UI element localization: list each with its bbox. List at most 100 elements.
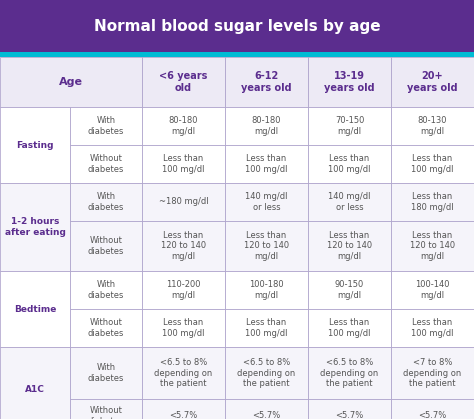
Bar xyxy=(308,271,391,309)
Bar xyxy=(225,183,308,221)
Bar xyxy=(308,347,391,399)
Text: 1-2 hours
after eating: 1-2 hours after eating xyxy=(5,217,65,237)
Bar xyxy=(391,221,474,271)
Bar xyxy=(142,399,225,419)
Bar xyxy=(391,57,474,107)
Bar xyxy=(0,107,70,183)
Text: 140 mg/dl
or less: 140 mg/dl or less xyxy=(245,192,288,212)
Bar xyxy=(142,107,225,145)
Text: 100-180
mg/dl: 100-180 mg/dl xyxy=(249,280,284,300)
Bar xyxy=(70,221,142,271)
Text: Without
diabetes: Without diabetes xyxy=(88,318,124,338)
Bar xyxy=(70,309,142,347)
Bar xyxy=(70,271,142,309)
Text: Less than
120 to 140
mg/dl: Less than 120 to 140 mg/dl xyxy=(161,231,206,261)
Bar xyxy=(308,145,391,183)
Bar xyxy=(391,399,474,419)
Bar xyxy=(225,309,308,347)
Text: With
diabetes: With diabetes xyxy=(88,116,124,136)
Bar xyxy=(391,145,474,183)
Text: 20+
years old: 20+ years old xyxy=(407,71,458,93)
Text: Age: Age xyxy=(59,77,83,87)
Text: <5.7%: <5.7% xyxy=(169,411,198,419)
Text: Less than
120 to 140
mg/dl: Less than 120 to 140 mg/dl xyxy=(244,231,289,261)
Bar xyxy=(142,145,225,183)
Text: Less than
100 mg/dl: Less than 100 mg/dl xyxy=(245,154,288,174)
Bar xyxy=(142,309,225,347)
Bar xyxy=(391,347,474,399)
Text: Less than
100 mg/dl: Less than 100 mg/dl xyxy=(245,318,288,338)
Bar xyxy=(0,0,474,52)
Text: Less than
120 to 140
mg/dl: Less than 120 to 140 mg/dl xyxy=(327,231,372,261)
Text: 140 mg/dl
or less: 140 mg/dl or less xyxy=(328,192,371,212)
Bar xyxy=(308,107,391,145)
Text: Without
diabetes: Without diabetes xyxy=(88,154,124,174)
Bar xyxy=(308,221,391,271)
Bar xyxy=(0,57,142,107)
Bar xyxy=(391,107,474,145)
Text: Less than
100 mg/dl: Less than 100 mg/dl xyxy=(328,154,371,174)
Text: Without
diabetes: Without diabetes xyxy=(88,236,124,256)
Text: 6-12
years old: 6-12 years old xyxy=(241,71,292,93)
Bar xyxy=(308,399,391,419)
Bar xyxy=(142,57,225,107)
Bar xyxy=(142,271,225,309)
Bar xyxy=(225,57,308,107)
Text: <5.7%: <5.7% xyxy=(336,411,364,419)
Text: 80-180
mg/dl: 80-180 mg/dl xyxy=(252,116,281,136)
Bar xyxy=(0,271,70,347)
Text: 70-150
mg/dl: 70-150 mg/dl xyxy=(335,116,364,136)
Text: Less than
100 mg/dl: Less than 100 mg/dl xyxy=(162,318,205,338)
Text: Bedtime: Bedtime xyxy=(14,305,56,313)
Bar xyxy=(391,271,474,309)
Text: Less than
100 mg/dl: Less than 100 mg/dl xyxy=(411,154,454,174)
Bar xyxy=(308,183,391,221)
Bar xyxy=(70,399,142,419)
Bar xyxy=(225,107,308,145)
Text: <5.7%: <5.7% xyxy=(252,411,281,419)
Text: <6.5 to 8%
depending on
the patient: <6.5 to 8% depending on the patient xyxy=(320,358,379,388)
Bar xyxy=(142,183,225,221)
Text: Less than
100 mg/dl: Less than 100 mg/dl xyxy=(328,318,371,338)
Text: ~180 mg/dl: ~180 mg/dl xyxy=(159,197,208,207)
Bar xyxy=(70,145,142,183)
Bar xyxy=(70,347,142,399)
Bar xyxy=(225,347,308,399)
Bar xyxy=(391,309,474,347)
Text: Less than
100 mg/dl: Less than 100 mg/dl xyxy=(162,154,205,174)
Text: Less than
100 mg/dl: Less than 100 mg/dl xyxy=(411,318,454,338)
Text: Normal blood sugar levels by age: Normal blood sugar levels by age xyxy=(94,18,380,34)
Text: Less than
120 to 140
mg/dl: Less than 120 to 140 mg/dl xyxy=(410,231,455,261)
Text: With
diabetes: With diabetes xyxy=(88,363,124,383)
Bar xyxy=(142,221,225,271)
Text: <6.5 to 8%
depending on
the patient: <6.5 to 8% depending on the patient xyxy=(155,358,213,388)
Bar xyxy=(225,221,308,271)
Text: <6 years
old: <6 years old xyxy=(159,71,208,93)
Text: 13-19
years old: 13-19 years old xyxy=(324,71,375,93)
Text: 80-130
mg/dl: 80-130 mg/dl xyxy=(418,116,447,136)
Bar xyxy=(308,309,391,347)
Bar xyxy=(0,52,474,57)
Bar xyxy=(70,183,142,221)
Bar xyxy=(225,145,308,183)
Bar xyxy=(0,347,70,419)
Text: 110-200
mg/dl: 110-200 mg/dl xyxy=(166,280,201,300)
Text: With
diabetes: With diabetes xyxy=(88,192,124,212)
Bar xyxy=(142,347,225,399)
Text: 100-140
mg/dl: 100-140 mg/dl xyxy=(415,280,450,300)
Bar xyxy=(308,57,391,107)
Text: 80-180
mg/dl: 80-180 mg/dl xyxy=(169,116,198,136)
Text: 90-150
mg/dl: 90-150 mg/dl xyxy=(335,280,364,300)
Text: Fasting: Fasting xyxy=(16,140,54,150)
Text: <7 to 8%
depending on
the patient: <7 to 8% depending on the patient xyxy=(403,358,462,388)
Bar xyxy=(70,107,142,145)
Bar xyxy=(0,183,70,271)
Text: <6.5 to 8%
depending on
the patient: <6.5 to 8% depending on the patient xyxy=(237,358,296,388)
Text: With
diabetes: With diabetes xyxy=(88,280,124,300)
Text: <5.7%: <5.7% xyxy=(419,411,447,419)
Text: Less than
180 mg/dl: Less than 180 mg/dl xyxy=(411,192,454,212)
Bar xyxy=(225,271,308,309)
Text: A1C: A1C xyxy=(25,385,45,395)
Text: Without
diabetes: Without diabetes xyxy=(88,406,124,419)
Bar xyxy=(225,399,308,419)
